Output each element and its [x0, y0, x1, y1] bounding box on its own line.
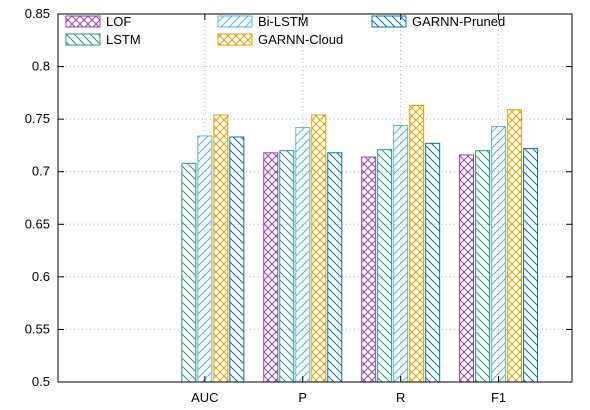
x-tick-label: F1 — [491, 390, 506, 405]
bar-lstm-p — [279, 150, 295, 383]
bar-lstm-f1 — [475, 150, 491, 383]
bar-garnn-pruned-r — [425, 142, 441, 383]
legend-label: GARNN-Cloud — [258, 32, 343, 47]
bar-garnn-cloud-f1 — [507, 109, 523, 383]
bar-garnn-cloud-auc — [213, 114, 229, 383]
legend-swatch — [217, 33, 253, 46]
legend-label: GARNN-Pruned — [412, 14, 505, 29]
y-tick-label: 0.8 — [32, 59, 50, 74]
bar-bi-lstm-r — [393, 124, 409, 383]
legend-swatch — [371, 15, 407, 28]
bar-bi-lstm-f1 — [491, 126, 507, 383]
x-axis: AUC P R F1 — [191, 14, 506, 405]
y-tick-label: 0.7 — [32, 164, 50, 179]
y-tick-label: 0.55 — [25, 321, 50, 336]
legend-label: LSTM — [106, 32, 141, 47]
bar-garnn-cloud-p — [311, 114, 327, 383]
bar-lof-r — [361, 156, 377, 383]
bar-lof-p — [263, 152, 279, 383]
bar-garnn-pruned-p — [327, 152, 343, 383]
bar-bi-lstm-auc — [197, 135, 213, 383]
legend: LOF LSTM Bi-LSTM GARNN-Cloud GARNN-Pruned — [65, 14, 505, 47]
x-tick-label: R — [396, 390, 405, 405]
legend-label: Bi-LSTM — [258, 14, 309, 29]
x-tick-label: AUC — [191, 390, 218, 405]
plot-frame — [57, 13, 573, 383]
y-tick-label: 0.5 — [32, 374, 50, 389]
bar-lstm-r — [377, 149, 393, 383]
y-axis: 0.5 0.55 0.6 0.65 0.7 0.75 0.8 0.85 — [25, 6, 572, 389]
bars — [181, 104, 539, 383]
bar-bi-lstm-p — [295, 127, 311, 383]
bar-garnn-cloud-r — [409, 104, 425, 383]
y-tick-label: 0.85 — [25, 6, 50, 21]
y-tick-label: 0.6 — [32, 269, 50, 284]
x-tick-label: P — [298, 390, 307, 405]
legend-swatch — [65, 15, 101, 28]
bar-lof-f1 — [459, 154, 475, 383]
legend-swatch — [217, 15, 253, 28]
bar-garnn-pruned-auc — [229, 136, 245, 383]
bar-garnn-pruned-f1 — [523, 148, 539, 383]
y-tick-label: 0.75 — [25, 111, 50, 126]
legend-swatch — [65, 33, 101, 46]
y-tick-label: 0.65 — [25, 216, 50, 231]
bar-lstm-auc — [181, 162, 197, 383]
legend-label: LOF — [106, 14, 131, 29]
